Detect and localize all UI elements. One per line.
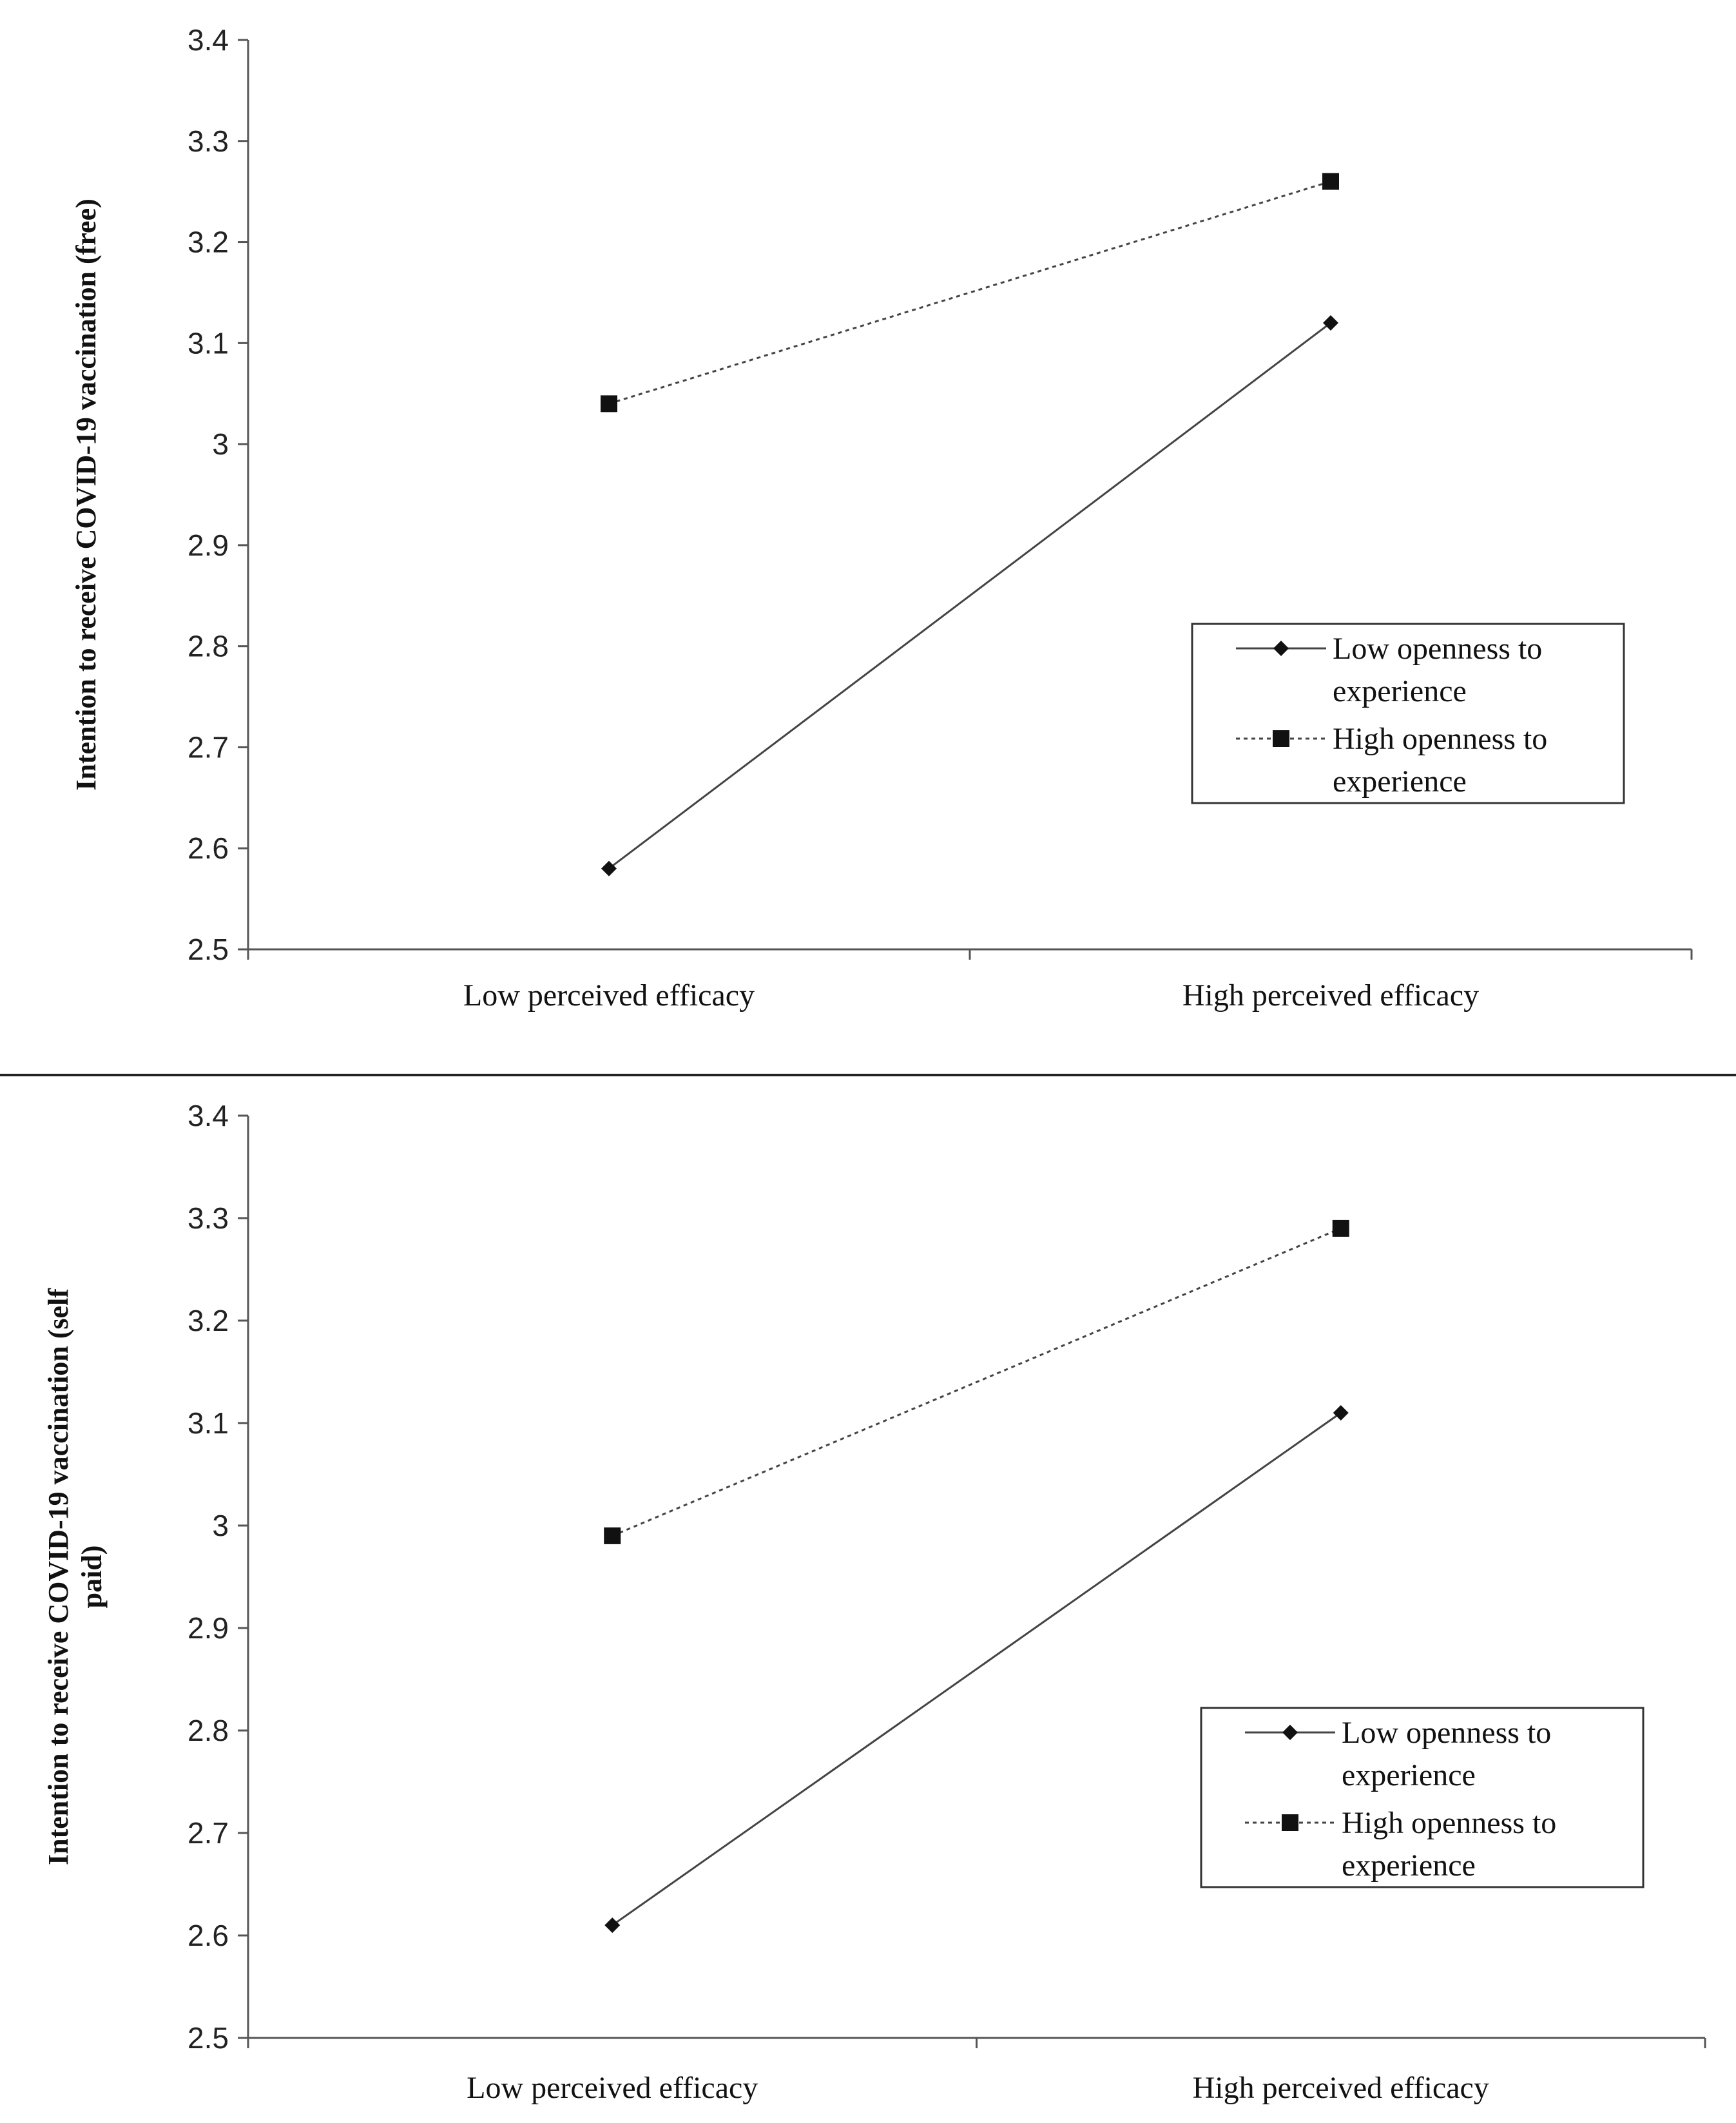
y-tick-label: 2.5: [188, 2021, 229, 2055]
y-axis-title-line: Intention to receive COVID-19 vaccinatio…: [70, 199, 102, 791]
legend-marker: [1273, 641, 1289, 656]
chart-top: 2.5 2.6 2.7 2.8 2.9 3 3.1 3.2 3.3 3.4 Low perceive…: [70, 23, 1693, 1013]
legend-label-line: experience: [1342, 1848, 1476, 1883]
y-tick-label: 3.4: [188, 23, 229, 57]
y-tick-label: 2.9: [188, 1611, 229, 1645]
legend-label-line: Low openness to: [1342, 1716, 1551, 1750]
data-point-high-openness: [604, 1527, 621, 1544]
chart-bottom: 2.5 2.6 2.7 2.8 2.9 3 3.1 3.2 3.3 3.4 Low perceive…: [43, 1099, 1706, 2105]
y-tick-label: 3.2: [188, 226, 229, 259]
y-tick-label: 2.7: [188, 1816, 229, 1850]
x-tick-label: Low perceived efficacy: [463, 978, 755, 1013]
legend-label: Low openness to experience: [1342, 1716, 1551, 1792]
legend-marker: [1282, 1814, 1298, 1831]
y-tick-label: 2.6: [188, 831, 229, 865]
data-point-high-openness: [1332, 1219, 1349, 1237]
y-tick-label: 3.3: [188, 124, 229, 158]
legend-box: [1200, 1707, 1644, 1888]
y-tick-label: 3.2: [188, 1304, 229, 1337]
series-line-low-openness: [608, 322, 1331, 869]
y-tick-label: 3.1: [188, 1406, 229, 1440]
y-tick-label: 3: [212, 427, 229, 461]
legend-marker: [1282, 1725, 1298, 1740]
legend-marker: [1273, 730, 1289, 747]
data-point-low-openness: [601, 860, 617, 877]
y-axis-title-line: Intention to receive COVID-19 vaccinatio…: [43, 1288, 74, 1865]
y-axis-title: Intention to receive COVID-19 vaccinatio…: [43, 1288, 108, 1865]
y-tick-label: 2.7: [188, 730, 229, 764]
legend-label-line: High openness to: [1333, 722, 1547, 756]
y-tick-label: 3: [212, 1509, 229, 1542]
legend-label-line: High openness to: [1342, 1806, 1556, 1840]
series-line-low-openness: [612, 1411, 1342, 1926]
y-tick-label: 2.8: [188, 1714, 229, 1747]
legend-label-line: Low openness to: [1333, 632, 1542, 666]
legend-label: High openness to experience: [1342, 1806, 1556, 1883]
data-point-low-openness: [1333, 1405, 1349, 1421]
legend-label: High openness to experience: [1333, 722, 1547, 799]
data-point-high-openness: [1322, 173, 1339, 190]
legend-label-line: experience: [1333, 764, 1467, 799]
y-axis-title-line: paid): [76, 1546, 108, 1609]
y-tick-label: 2.9: [188, 528, 229, 562]
y-tick-label: 2.8: [188, 630, 229, 663]
series-line-high-openness: [608, 180, 1331, 405]
x-tick-label: High perceived efficacy: [1182, 978, 1479, 1013]
data-point-low-openness: [1323, 315, 1338, 331]
legend-label: Low openness to experience: [1333, 632, 1542, 708]
legend-label-line: experience: [1333, 674, 1467, 708]
y-tick-label: 2.5: [188, 933, 229, 966]
y-axis-title: Intention to receive COVID-19 vaccinatio…: [70, 199, 102, 791]
x-tick-label: Low perceived efficacy: [467, 2071, 758, 2105]
legend-label-line: experience: [1342, 1758, 1476, 1792]
y-tick-label: 2.6: [188, 1919, 229, 1952]
x-tick-label: High perceived efficacy: [1193, 2071, 1489, 2105]
legend-box: [1191, 623, 1625, 804]
series-line-high-openness: [612, 1227, 1342, 1537]
y-tick-label: 3.1: [188, 326, 229, 360]
y-tick-label: 3.4: [188, 1099, 229, 1132]
y-tick-label: 3.3: [188, 1201, 229, 1235]
data-point-high-openness: [601, 395, 617, 412]
data-point-low-openness: [604, 1917, 621, 1934]
